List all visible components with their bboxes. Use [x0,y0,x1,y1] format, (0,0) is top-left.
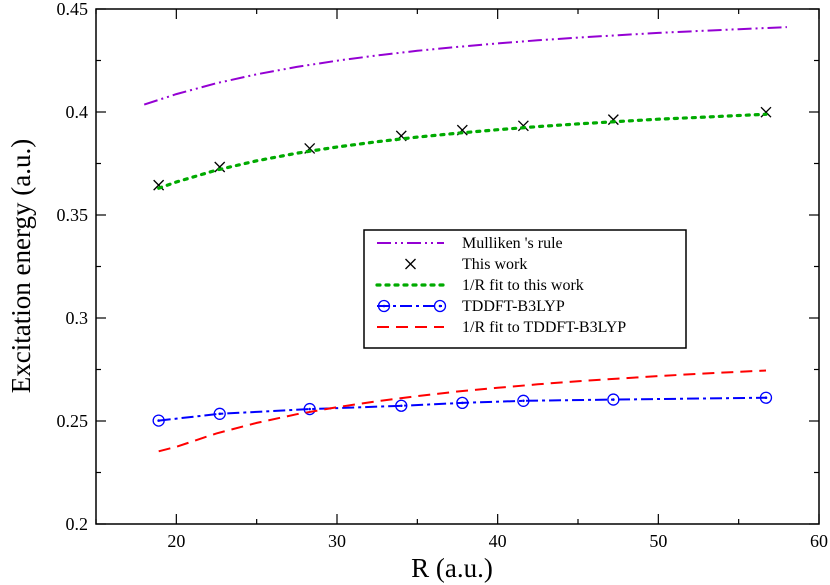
data-point [517,394,530,407]
y-tick-label: 0.3 [66,308,89,328]
x-marker-stroke [607,114,619,126]
legend-label: 1/R fit to TDDFT-B3LYP [462,319,626,336]
circle-marker-dot [308,407,311,411]
circle-marker-dot [399,404,403,408]
legend-item: Mulliken 's rule [377,235,563,252]
x-tick-label: 50 [649,531,667,551]
data-point [214,161,226,173]
legend-box [363,229,687,349]
y-tick-label: 0.2 [66,514,89,534]
data-point [152,414,165,427]
tick-labels: 20 30 40 50 60 0.2 0.25 0.3 0.35 0.4 0.45 [57,0,829,551]
legend-item: 1/R fit to TDDFT-B3LYP [377,319,626,336]
circle-marker-ring [152,414,165,427]
x-marker-stroke [517,120,529,132]
circle-marker-dot [382,304,386,308]
x-marker-stroke [153,179,165,191]
circle-marker-ring [395,399,408,412]
circle-marker-ring [456,396,469,410]
legend-item: TDDFT-B3LYP [377,298,565,315]
data-point [760,106,772,118]
legend-item: This work [405,256,527,273]
circle-marker-dot [764,396,768,400]
legend-item: 1/R fit to this work [375,277,584,294]
data-point [607,393,620,406]
data-point [759,391,773,404]
x-marker-stroke [760,106,772,118]
legend-label: Mulliken 's rule [462,235,563,252]
legend-marker [405,258,416,270]
circle-marker-ring [759,391,773,404]
x-tick-label: 40 [489,531,507,551]
circle-marker-dot [461,401,464,405]
data-point [517,120,529,132]
circle-marker-dot [612,398,615,401]
legend: Mulliken 's rule This work 1/R fit to this… [363,229,687,349]
data-point [395,399,408,412]
series-line [158,396,767,422]
data-point [303,402,316,416]
plot-series [143,26,787,453]
data-point [456,396,469,410]
circle-marker-dot [218,412,222,416]
x-tick-label: 20 [167,531,185,551]
y-tick-label: 0.4 [66,102,89,122]
legend-marker [433,299,447,313]
series-2 [157,112,768,190]
circle-marker-ring [303,402,316,416]
series-line [157,112,768,190]
data-point [213,407,226,420]
circle-marker-ring [213,407,226,420]
circle-marker-dot [522,399,525,403]
legend-items: Mulliken 's rule This work 1/R fit to this… [375,235,626,336]
series-1 [153,106,772,191]
circle-marker-ring [517,394,530,407]
x-marker-stroke [214,161,226,173]
axis-ticks [95,8,820,525]
x-marker-stroke [405,258,416,270]
legend-label: 1/R fit to this work [462,277,584,294]
legend-label: TDDFT-B3LYP [462,298,565,315]
circle-marker-ring [433,299,447,313]
series-line [158,369,767,453]
y-axis-title: Excitation energy (a.u.) [6,139,36,393]
x-tick-label: 60 [810,531,828,551]
circle-marker-ring [607,393,620,406]
circle-marker-ring [377,299,391,313]
data-point [607,114,619,126]
y-tick-label: 0.25 [57,411,89,431]
x-axis-title: R (a.u.) [411,553,493,583]
series-line [143,26,787,106]
circle-marker-dot [438,304,442,308]
legend-marker [377,299,391,313]
x-tick-label: 30 [328,531,346,551]
series-3 [152,391,773,427]
y-tick-label: 0.35 [57,205,89,225]
series-4 [158,369,767,453]
y-tick-label: 0.45 [57,0,89,19]
legend-label: This work [462,256,527,273]
series-0 [143,26,787,106]
circle-marker-dot [157,419,160,422]
